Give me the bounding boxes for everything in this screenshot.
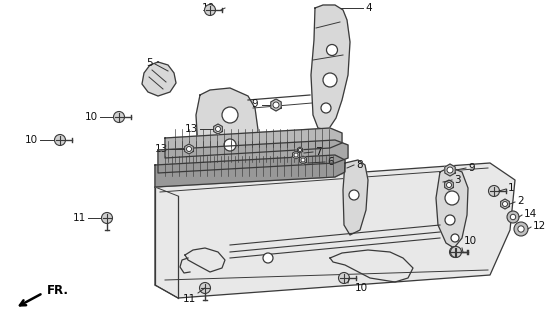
Polygon shape — [155, 163, 515, 298]
Text: 10: 10 — [85, 112, 98, 122]
Circle shape — [301, 158, 305, 162]
Polygon shape — [298, 147, 302, 153]
Polygon shape — [293, 151, 300, 159]
Polygon shape — [158, 140, 348, 173]
Polygon shape — [142, 62, 176, 96]
Circle shape — [326, 44, 337, 55]
Polygon shape — [213, 124, 222, 134]
Circle shape — [200, 283, 211, 293]
Text: 11: 11 — [182, 294, 196, 304]
Circle shape — [518, 226, 524, 232]
Circle shape — [451, 246, 462, 258]
Circle shape — [507, 211, 519, 223]
Polygon shape — [436, 167, 468, 248]
Circle shape — [321, 103, 331, 113]
Circle shape — [349, 190, 359, 200]
Circle shape — [338, 273, 349, 284]
Circle shape — [273, 102, 279, 108]
Polygon shape — [445, 164, 455, 176]
Polygon shape — [343, 160, 368, 235]
Circle shape — [510, 214, 516, 220]
Circle shape — [488, 186, 499, 196]
Polygon shape — [165, 128, 342, 158]
Circle shape — [222, 107, 238, 123]
Polygon shape — [300, 156, 306, 164]
Polygon shape — [271, 99, 281, 111]
Text: 11: 11 — [73, 213, 86, 223]
Circle shape — [445, 191, 459, 205]
Circle shape — [514, 222, 528, 236]
Text: 4: 4 — [365, 3, 372, 13]
Circle shape — [263, 253, 273, 263]
Circle shape — [186, 147, 191, 151]
Text: 14: 14 — [524, 209, 538, 219]
Text: 9: 9 — [252, 99, 258, 109]
Text: 9: 9 — [468, 163, 474, 173]
Text: 3: 3 — [454, 175, 461, 185]
Circle shape — [503, 202, 508, 206]
Circle shape — [102, 212, 112, 223]
Text: 10: 10 — [202, 3, 215, 13]
Text: 8: 8 — [356, 160, 363, 170]
Circle shape — [450, 246, 461, 258]
Circle shape — [205, 4, 216, 15]
Text: 5: 5 — [147, 58, 153, 68]
Circle shape — [113, 111, 124, 123]
Circle shape — [447, 167, 453, 173]
Circle shape — [446, 182, 451, 188]
Polygon shape — [155, 155, 345, 187]
Text: 12: 12 — [533, 221, 546, 231]
Text: 10: 10 — [464, 236, 477, 246]
Polygon shape — [196, 88, 258, 175]
Circle shape — [451, 234, 459, 242]
Circle shape — [216, 126, 221, 132]
Text: 7: 7 — [315, 147, 322, 157]
Polygon shape — [500, 199, 509, 209]
Text: 13: 13 — [155, 144, 168, 154]
Circle shape — [323, 73, 337, 87]
Polygon shape — [311, 5, 350, 130]
Text: FR.: FR. — [47, 284, 69, 298]
Circle shape — [224, 139, 236, 151]
Text: 1: 1 — [508, 183, 515, 193]
Circle shape — [294, 153, 298, 157]
Text: 6: 6 — [327, 157, 333, 167]
Polygon shape — [445, 180, 453, 190]
Circle shape — [55, 134, 65, 146]
Circle shape — [299, 148, 301, 151]
Circle shape — [445, 215, 455, 225]
Text: 10: 10 — [25, 135, 38, 145]
Text: 10: 10 — [355, 283, 368, 293]
Text: 13: 13 — [185, 124, 198, 134]
Text: 2: 2 — [517, 196, 524, 206]
Polygon shape — [185, 144, 194, 154]
